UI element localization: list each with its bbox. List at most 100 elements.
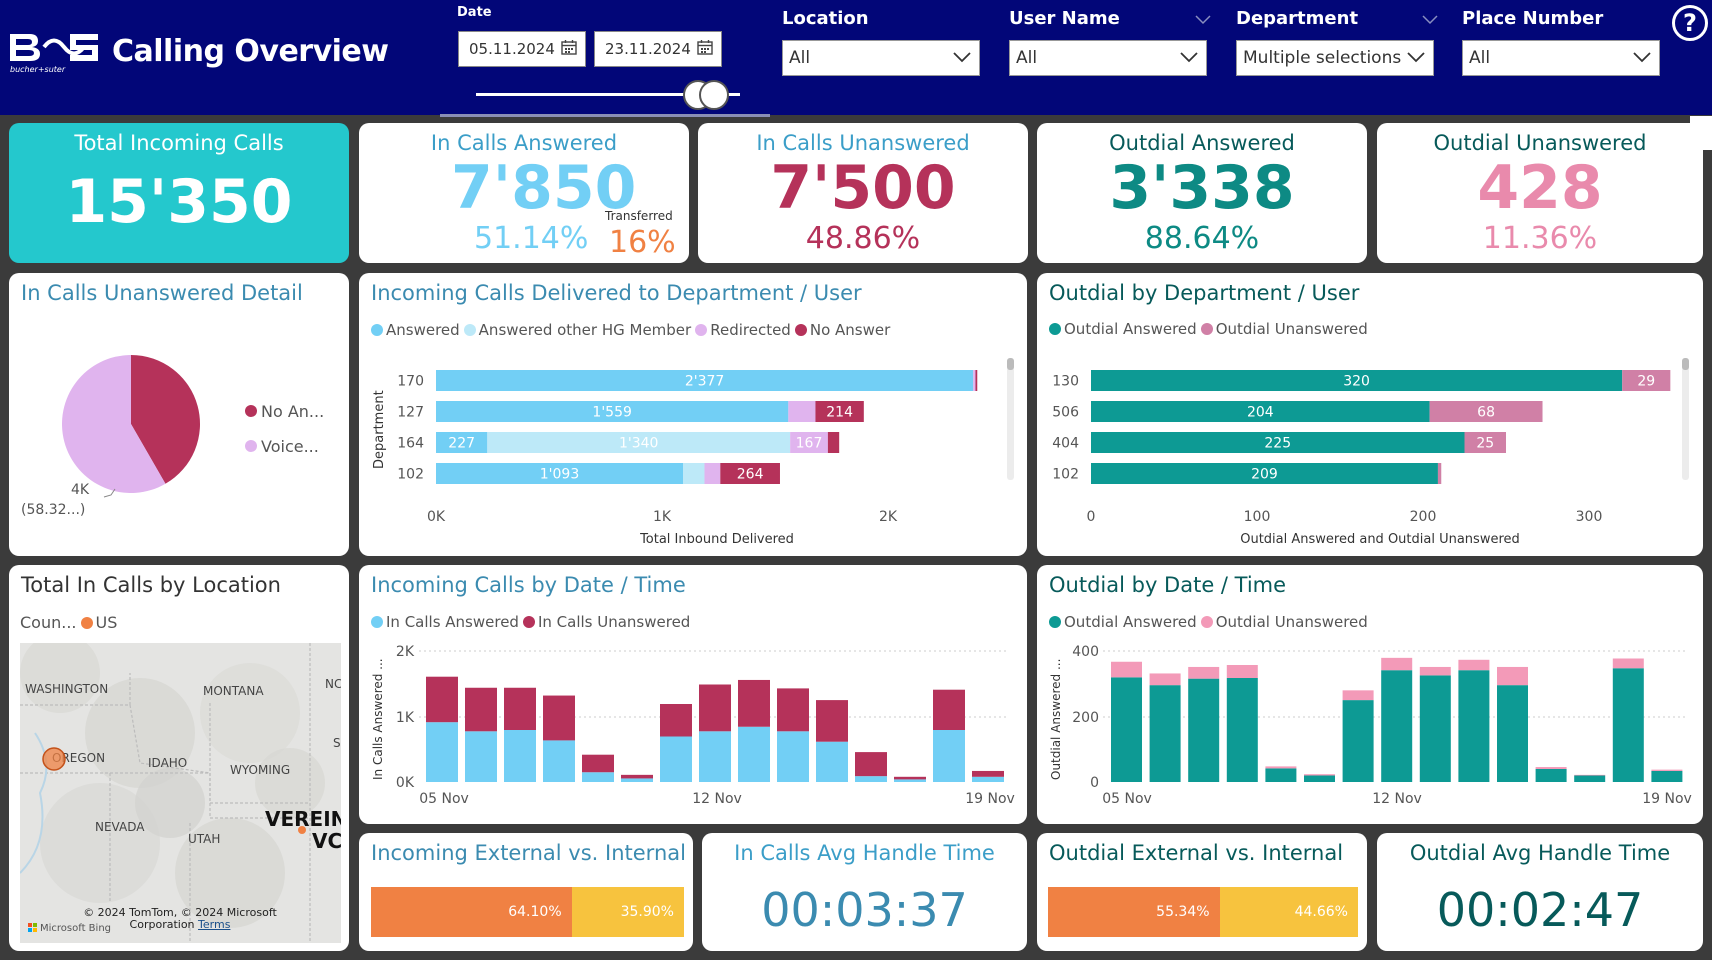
bar-segment-outdial-answered[interactable] <box>1111 677 1142 782</box>
bar-segment-outdial-unanswered[interactable] <box>1342 690 1374 701</box>
legend-item[interactable]: Answered other HG Member <box>463 321 691 339</box>
terms-link[interactable]: Terms <box>198 918 231 931</box>
legend-item[interactable]: Answered <box>371 321 460 339</box>
bar-segment-in-calls-answered[interactable] <box>972 776 1004 782</box>
date-from-input[interactable]: 05.11.2024 <box>458 31 586 67</box>
legend-item[interactable]: No Answer <box>794 321 890 339</box>
bar-segment-no-answer[interactable] <box>815 401 864 422</box>
in-time-bar-chart[interactable]: In Calls Answered ... 2K 1K 0K 05 Nov 12… <box>359 565 1027 824</box>
external-segment[interactable]: 64.10% <box>371 887 572 937</box>
bar-segment-outdial-answered[interactable] <box>1304 775 1335 783</box>
bar-segment-in-calls-answered[interactable] <box>465 731 497 782</box>
bar-segment-outdial-unanswered[interactable] <box>1612 658 1644 669</box>
date-slider-handle[interactable] <box>699 80 729 110</box>
bar-segment-in-calls-answered[interactable] <box>504 730 536 782</box>
bar-segment-outdial-answered[interactable] <box>1381 670 1413 782</box>
bar-segment-in-calls-answered[interactable] <box>855 776 887 782</box>
bar-segment-redirected[interactable] <box>790 432 828 453</box>
bar-segment-in-calls-answered[interactable] <box>543 740 575 782</box>
bar-segment-outdial-answered[interactable] <box>1458 670 1490 782</box>
legend-item[interactable]: Outdial Answered <box>1049 613 1197 631</box>
ext-int-stacked-bar[interactable]: 55.34% 44.66% <box>1048 887 1358 937</box>
dept-bar-chart[interactable]: Department 170 2'377 127 1'559 214 164 227 1'34… <box>359 273 1027 556</box>
legend-item[interactable]: Outdial Unanswered <box>1200 613 1368 631</box>
bar-segment-outdial-answered[interactable] <box>1091 463 1438 484</box>
bar-segment-outdial-unanswered[interactable] <box>1535 767 1567 769</box>
bar-segment-in-calls-unanswered[interactable] <box>621 774 653 779</box>
bar-segment-redirected[interactable] <box>704 463 721 484</box>
filter-dropdown[interactable]: All <box>1462 40 1660 76</box>
bar-segment-in-calls-unanswered[interactable] <box>504 687 536 730</box>
bar-segment-outdial-unanswered[interactable] <box>1304 774 1335 776</box>
bar-segment-redirected[interactable] <box>973 370 976 391</box>
bar-segment-in-calls-unanswered[interactable] <box>855 752 887 777</box>
legend-item[interactable]: US <box>80 613 117 632</box>
bar-segment-answered-other-hg-member[interactable] <box>683 463 705 484</box>
bar-segment-outdial-answered[interactable] <box>1265 768 1297 782</box>
bar-segment-answered[interactable] <box>436 401 789 422</box>
bar-segment-outdial-unanswered[interactable] <box>1458 659 1490 671</box>
bar-segment-redirected[interactable] <box>788 401 816 422</box>
bar-segment-outdial-unanswered[interactable] <box>1419 666 1451 676</box>
internal-segment[interactable]: 44.66% <box>1219 887 1358 937</box>
bar-segment-outdial-answered[interactable] <box>1091 401 1430 422</box>
bar-segment-in-calls-unanswered[interactable] <box>543 695 575 741</box>
bar-segment-outdial-unanswered[interactable] <box>1226 665 1258 678</box>
chevron-down-icon[interactable] <box>1633 48 1659 68</box>
bar-segment-no-answer[interactable] <box>720 463 780 484</box>
scrollbar-thumb[interactable] <box>1007 358 1014 370</box>
bar-segment-outdial-unanswered[interactable] <box>1622 370 1671 391</box>
date-to-input[interactable]: 23.11.2024 <box>594 31 722 67</box>
filter-dropdown[interactable]: All <box>782 40 980 76</box>
chevron-down-icon[interactable] <box>1180 48 1206 68</box>
bar-segment-outdial-answered[interactable] <box>1091 370 1623 391</box>
bar-segment-outdial-answered[interactable] <box>1188 678 1220 782</box>
outdial-dept-bar-chart[interactable]: 130 320 29 506 204 68 404 225 25 102 209 0 100 200… <box>1037 273 1703 556</box>
bar-segment-outdial-answered[interactable] <box>1574 775 1606 783</box>
calendar-icon[interactable] <box>561 39 577 59</box>
bar-segment-no-answer[interactable] <box>827 432 840 453</box>
location-bubble-oregon[interactable] <box>42 747 66 771</box>
out-time-bar-chart[interactable]: Outdial Answered ... 400 200 0 05 Nov 12… <box>1037 565 1703 824</box>
bar-segment-outdial-answered[interactable] <box>1419 675 1451 782</box>
bar-segment-answered-other-hg-member[interactable] <box>487 432 791 453</box>
bar-segment-outdial-answered[interactable] <box>1535 769 1567 782</box>
bar-segment-in-calls-unanswered[interactable] <box>660 704 692 737</box>
scrollbar-track[interactable] <box>1007 358 1014 480</box>
bar-segment-answered[interactable] <box>436 432 488 453</box>
bar-segment-outdial-answered[interactable] <box>1091 432 1465 453</box>
bar-segment-in-calls-answered[interactable] <box>621 778 653 782</box>
bar-segment-outdial-answered[interactable] <box>1612 668 1644 782</box>
bar-segment-in-calls-unanswered[interactable] <box>582 754 614 773</box>
bar-segment-in-calls-answered[interactable] <box>582 772 614 782</box>
bar-segment-outdial-unanswered[interactable] <box>1437 463 1442 484</box>
ext-int-stacked-bar[interactable]: 64.10% 35.90% <box>371 887 684 937</box>
bar-segment-in-calls-unanswered[interactable] <box>777 688 809 732</box>
bar-segment-in-calls-unanswered[interactable] <box>426 676 458 723</box>
legend-item[interactable]: Redirected <box>695 321 791 339</box>
bar-segment-in-calls-unanswered[interactable] <box>699 684 731 732</box>
bar-segment-in-calls-unanswered[interactable] <box>816 700 848 742</box>
chevron-down-icon[interactable] <box>953 48 979 68</box>
filter-dropdown[interactable]: All <box>1009 40 1207 76</box>
internal-segment[interactable]: 35.90% <box>571 887 684 937</box>
bar-segment-in-calls-answered[interactable] <box>894 779 926 782</box>
help-icon[interactable]: ? <box>1672 5 1708 41</box>
bar-segment-outdial-answered[interactable] <box>1497 685 1528 782</box>
bar-segment-outdial-unanswered[interactable] <box>1651 769 1683 771</box>
filter-dropdown[interactable]: Multiple selections <box>1236 40 1434 76</box>
bar-segment-outdial-unanswered[interactable] <box>1149 673 1181 686</box>
bar-segment-in-calls-answered[interactable] <box>816 741 848 782</box>
legend-item[interactable]: In Calls Answered <box>371 613 519 631</box>
bar-segment-in-calls-unanswered[interactable] <box>894 776 926 780</box>
legend-item[interactable]: In Calls Unanswered <box>522 613 690 631</box>
date-slider-track[interactable] <box>476 93 740 96</box>
legend-item[interactable]: Outdial Answered <box>1049 320 1197 338</box>
bar-segment-outdial-unanswered[interactable] <box>1574 774 1606 776</box>
pie-slice-no-answer[interactable] <box>131 355 200 484</box>
legend-item[interactable]: Outdial Unanswered <box>1200 320 1368 338</box>
bar-segment-outdial-answered[interactable] <box>1342 700 1374 782</box>
bar-segment-in-calls-unanswered[interactable] <box>933 689 965 730</box>
bar-segment-in-calls-answered[interactable] <box>660 736 692 783</box>
chevron-down-icon[interactable] <box>1407 48 1433 68</box>
